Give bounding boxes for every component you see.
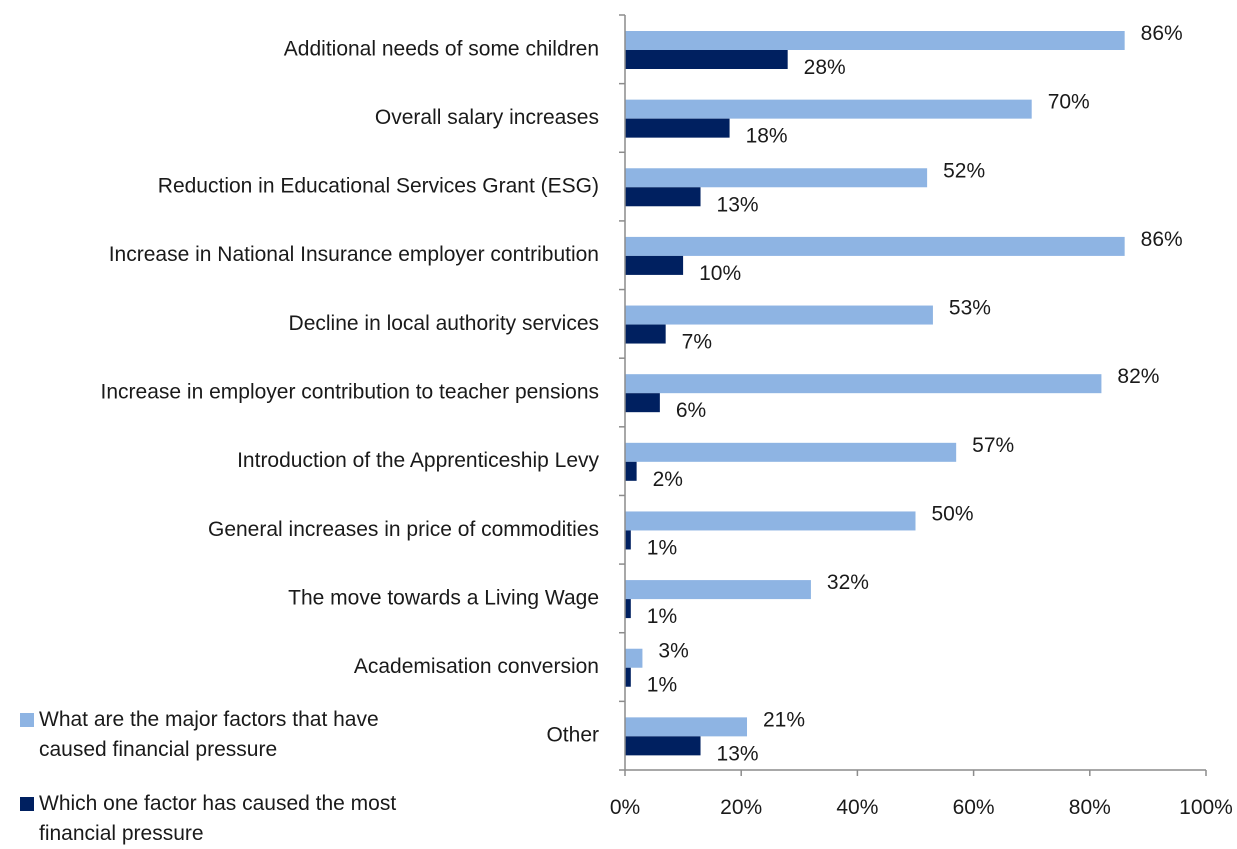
axes-group: Additional needs of some children Overall…	[101, 14, 1233, 819]
category-label: Academisation conversion	[354, 655, 599, 678]
x-tick-label: 0%	[610, 796, 640, 819]
data-label-series-2: 18%	[746, 125, 788, 148]
data-label-series-2: 1%	[647, 605, 677, 628]
data-label-series-1: 50%	[932, 502, 974, 525]
data-label-series-1: 86%	[1141, 228, 1183, 251]
bar-series-1	[625, 511, 916, 531]
bar-series-1	[625, 99, 1032, 119]
legend: What are the major factors that have cau…	[20, 705, 399, 849]
bar-series-2	[625, 599, 631, 619]
bar-series-1	[625, 580, 811, 600]
data-label-series-2: 2%	[653, 468, 683, 491]
data-label-series-2: 10%	[699, 262, 741, 285]
bar-series-2	[625, 50, 788, 69]
legend-swatch-series-1	[20, 713, 34, 727]
bar-series-2	[625, 393, 660, 413]
category-label: General increases in price of commoditie…	[208, 518, 599, 541]
data-label-series-1: 21%	[763, 708, 805, 731]
bar-series-1	[625, 305, 933, 325]
category-label: Introduction of the Apprenticeship Levy	[237, 449, 599, 472]
data-label-series-2: 13%	[717, 742, 759, 765]
category-label: Additional needs of some children	[284, 37, 599, 60]
legend-swatch-series-2	[20, 797, 34, 811]
x-tick-label: 60%	[953, 796, 995, 819]
data-label-series-1: 57%	[972, 434, 1014, 457]
data-label-series-2: 7%	[682, 331, 712, 354]
data-label-series-2: 1%	[647, 674, 677, 697]
bar-series-2	[625, 667, 631, 687]
bar-series-1	[625, 236, 1125, 256]
data-label-series-1: 32%	[827, 571, 869, 594]
bar-series-2	[625, 736, 701, 756]
x-tick-label: 80%	[1069, 796, 1111, 819]
data-label-series-1: 52%	[943, 159, 985, 182]
bar-series-1	[625, 717, 748, 737]
category-label: Increase in employer contribution to tea…	[101, 381, 599, 404]
legend-item-series-2: Which one factor has caused the most fin…	[20, 789, 399, 849]
data-label-series-2: 13%	[717, 193, 759, 216]
bar-series-1	[625, 168, 928, 188]
bar-series-1	[625, 648, 643, 668]
legend-item-series-1: What are the major factors that have cau…	[20, 705, 399, 765]
data-label-series-2: 6%	[676, 399, 706, 422]
bar-series-1	[625, 442, 957, 462]
data-label-series-1: 86%	[1141, 22, 1183, 45]
data-label-series-2: 1%	[647, 536, 677, 559]
category-label: Other	[546, 724, 599, 747]
category-label: Increase in National Insurance employer …	[109, 243, 599, 266]
x-tick-label: 100%	[1179, 796, 1233, 819]
x-tick-label: 20%	[720, 796, 762, 819]
bar-series-2	[625, 461, 637, 481]
legend-label-series-2: Which one factor has caused the most fin…	[39, 792, 397, 845]
bar-series-2	[625, 255, 684, 275]
category-label: Decline in local authority services	[289, 312, 599, 335]
data-label-series-1: 53%	[949, 297, 991, 320]
bar-series-1	[625, 31, 1125, 50]
category-label: Overall salary increases	[375, 106, 599, 129]
legend-label-series-1: What are the major factors that have cau…	[39, 708, 379, 761]
bar-series-2	[625, 530, 631, 550]
data-label-series-1: 3%	[658, 640, 688, 663]
data-label-series-1: 82%	[1117, 365, 1159, 388]
category-label: Reduction in Educational Services Grant …	[158, 175, 599, 198]
data-label-series-1: 70%	[1048, 91, 1090, 114]
bars-group: 86% 28% 70% 18% 52% 13% 86% 10% 53% 7% 82% 6% 57% 2% 5…	[625, 22, 1183, 765]
bar-series-2	[625, 118, 730, 138]
data-label-series-2: 28%	[804, 56, 846, 79]
x-tick-label: 40%	[836, 796, 878, 819]
bar-series-1	[625, 374, 1102, 394]
category-label: The move towards a Living Wage	[288, 586, 599, 609]
bar-series-2	[625, 187, 701, 207]
bar-series-2	[625, 324, 666, 344]
